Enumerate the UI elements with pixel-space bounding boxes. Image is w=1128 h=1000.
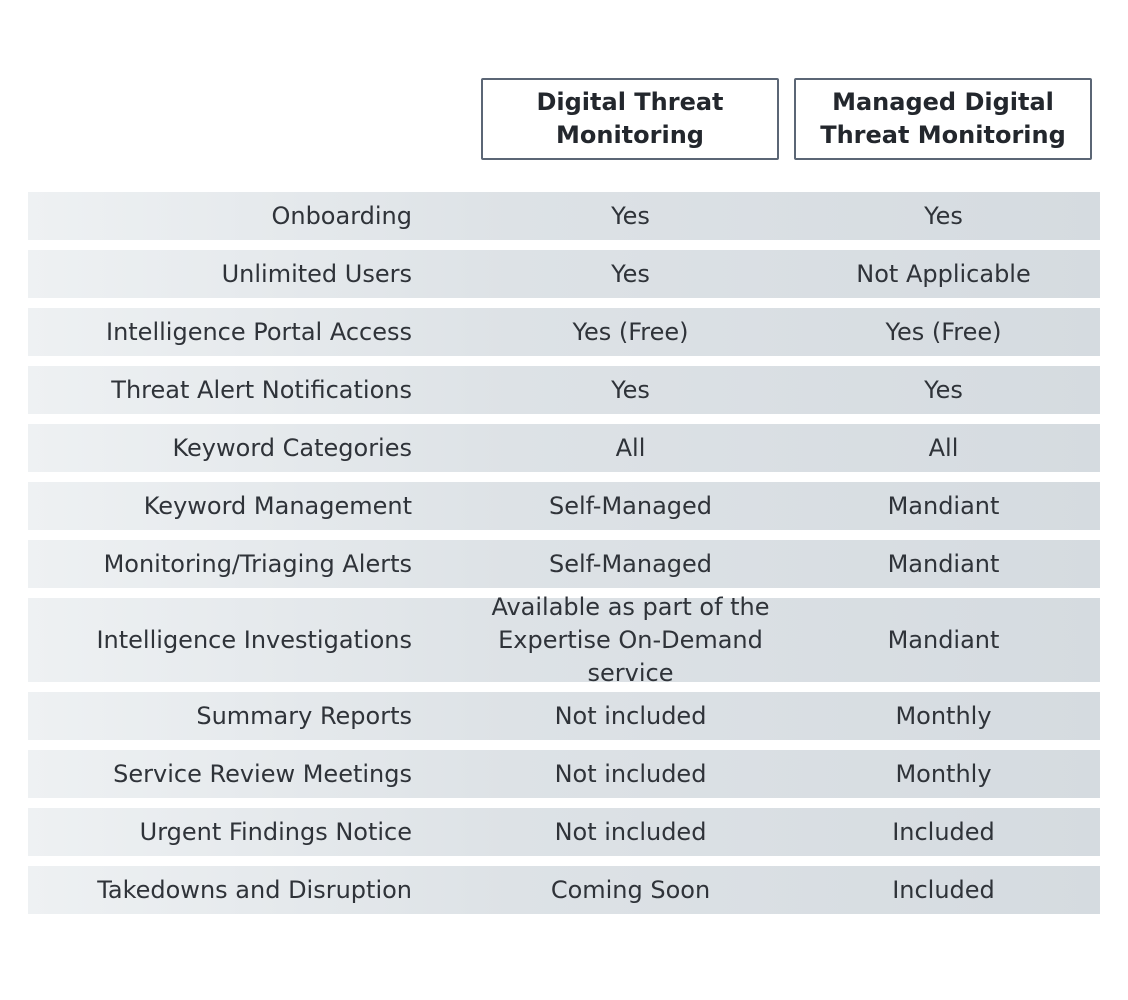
- cell-managed-digital-threat-monitoring: Monthly: [895, 760, 992, 788]
- row-label: Keyword Management: [143, 492, 412, 520]
- cell-managed-digital-threat-monitoring: All: [928, 434, 959, 462]
- cell-digital-threat-monitoring: Coming Soon: [550, 875, 711, 904]
- table-row: Onboarding Yes Yes: [28, 192, 1100, 240]
- table-row: Urgent Findings Notice Not included Incl…: [28, 808, 1100, 856]
- cell-managed-digital-threat-monitoring: Yes: [924, 202, 963, 230]
- column-header-digital-threat-monitoring: Digital Threat Monitoring: [481, 78, 779, 160]
- table-row: Threat Alert Notifications Yes Yes: [28, 366, 1100, 414]
- table-row: Intelligence Portal Access Yes (Free) Ye…: [28, 308, 1100, 356]
- cell-managed-digital-threat-monitoring: Not Applicable: [856, 260, 1031, 288]
- row-label: Intelligence Investigations: [96, 626, 412, 654]
- table-row: Takedowns and Disruption Coming Soon Inc…: [28, 866, 1100, 914]
- row-label: Takedowns and Disruption: [97, 876, 412, 904]
- cell-digital-threat-monitoring: Yes: [611, 375, 650, 404]
- table-row: Intelligence Investigations Available as…: [28, 593, 1100, 687]
- cell-managed-digital-threat-monitoring: Included: [892, 876, 995, 904]
- table-row: Keyword Management Self-Managed Mandiant: [28, 482, 1100, 530]
- cell-managed-digital-threat-monitoring: Mandiant: [887, 550, 1000, 578]
- table-row: Summary Reports Not included Monthly: [28, 692, 1100, 740]
- cell-digital-threat-monitoring: Yes: [611, 259, 650, 288]
- row-label: Threat Alert Notifications: [111, 376, 412, 404]
- cell-digital-threat-monitoring: All: [615, 433, 646, 462]
- cell-digital-threat-monitoring: Yes (Free): [572, 317, 689, 346]
- row-label: Intelligence Portal Access: [105, 318, 412, 346]
- cell-managed-digital-threat-monitoring: Mandiant: [887, 626, 1000, 654]
- row-label: Unlimited Users: [221, 260, 412, 288]
- row-label: Onboarding: [271, 202, 412, 230]
- cell-digital-threat-monitoring: Not included: [554, 817, 707, 846]
- row-label: Monitoring/Triaging Alerts: [103, 550, 412, 578]
- cell-managed-digital-threat-monitoring: Yes (Free): [885, 318, 1002, 346]
- cell-managed-digital-threat-monitoring: Mandiant: [887, 492, 1000, 520]
- table-row: Service Review Meetings Not included Mon…: [28, 750, 1100, 798]
- row-label: Service Review Meetings: [113, 760, 412, 788]
- cell-digital-threat-monitoring: Self-Managed: [548, 549, 713, 578]
- row-label: Keyword Categories: [172, 434, 413, 462]
- table-row: Monitoring/Triaging Alerts Self-Managed …: [28, 540, 1100, 588]
- column-header-label: Digital Threat Monitoring: [536, 88, 724, 149]
- cell-managed-digital-threat-monitoring: Monthly: [895, 702, 992, 730]
- row-label: Urgent Findings Notice: [139, 818, 412, 846]
- cell-digital-threat-monitoring: Self-Managed: [548, 491, 713, 520]
- table-row: Keyword Categories All All: [28, 424, 1100, 472]
- column-header-label: Managed Digital Threat Monitoring: [820, 88, 1066, 149]
- cell-managed-digital-threat-monitoring: Yes: [924, 376, 963, 404]
- table-row: Unlimited Users Yes Not Applicable: [28, 250, 1100, 298]
- cell-digital-threat-monitoring: Not included: [554, 701, 707, 730]
- comparison-table: Onboarding Yes Yes Unlimited Users Yes N…: [28, 192, 1100, 924]
- cell-digital-threat-monitoring: Yes: [611, 201, 650, 230]
- cell-digital-threat-monitoring: Available as part of the Expertise On-De…: [491, 592, 770, 687]
- row-label: Summary Reports: [196, 702, 412, 730]
- cell-digital-threat-monitoring: Not included: [554, 759, 707, 788]
- cell-managed-digital-threat-monitoring: Included: [892, 818, 995, 846]
- column-header-managed-digital-threat-monitoring: Managed Digital Threat Monitoring: [794, 78, 1092, 160]
